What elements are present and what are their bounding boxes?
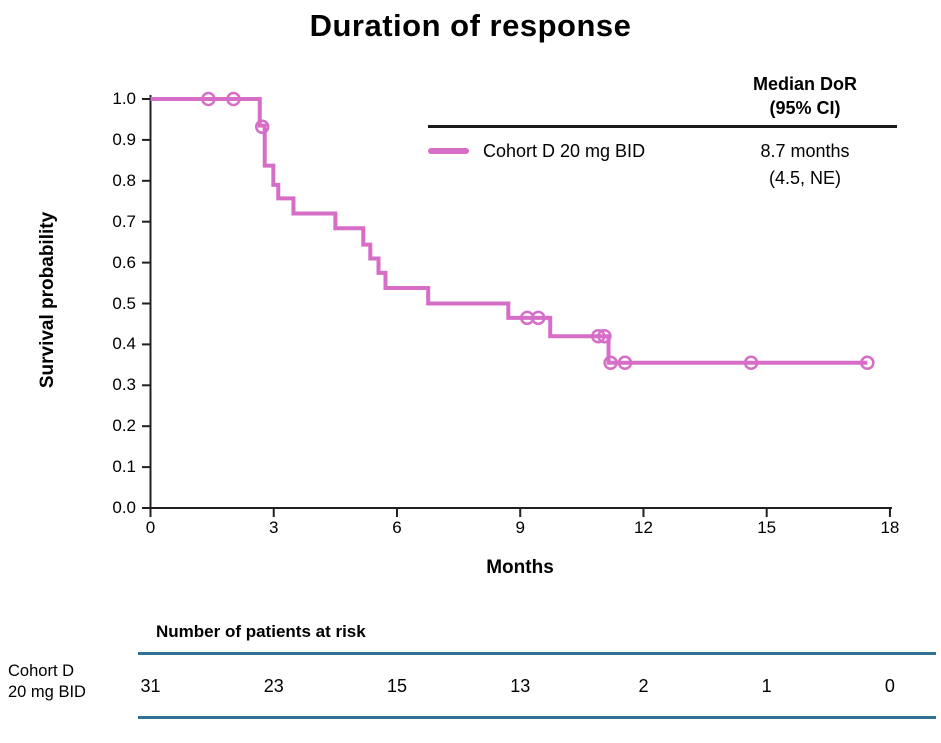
- series-label: Cohort D 20 mg BID: [483, 141, 646, 161]
- median-dor-value: 8.7 months: [760, 141, 850, 161]
- x-tick-label: 9: [515, 518, 525, 537]
- legend-header: Median DoR (95% CI): [715, 72, 895, 120]
- legend-header-line1: Median DoR: [752, 74, 857, 94]
- chart-title: Duration of response: [309, 8, 632, 43]
- y-tick-label: 0.2: [112, 416, 136, 436]
- y-tick-label: 0.1: [112, 457, 136, 477]
- censor-marker: [603, 355, 618, 371]
- risk-count: 15: [386, 676, 407, 696]
- censor-marker: [860, 355, 875, 371]
- risk-count: 23: [263, 676, 284, 696]
- y-tick-label: 0.8: [112, 170, 136, 190]
- y-tick-label: 0.9: [112, 129, 136, 149]
- risk-row-label-line2: 20 mg BID: [8, 683, 86, 701]
- risk-count: 2: [638, 676, 649, 696]
- risk-table-header: Number of patients at risk: [156, 622, 366, 641]
- legend-divider-line: [428, 125, 897, 128]
- x-tick-label: 15: [757, 518, 777, 537]
- censor-marker: [226, 91, 241, 107]
- risk-count: 0: [884, 676, 895, 696]
- risk-count: 1: [761, 676, 772, 696]
- km-plot: [142, 91, 892, 517]
- y-tick-label: 0.4: [112, 334, 136, 354]
- legend-header-line2: (95% CI): [769, 98, 841, 118]
- x-tick-label: 6: [392, 518, 402, 537]
- y-tick-label: 0.3: [112, 375, 136, 395]
- x-tick-label: 0: [145, 518, 156, 537]
- risk-table-rule-top: [138, 652, 936, 655]
- censor-marker: [597, 328, 612, 344]
- censor-marker: [254, 119, 270, 135]
- censor-marker: [591, 328, 606, 344]
- x-axis-title: Months: [486, 557, 554, 578]
- series-line-swatch: [428, 148, 469, 154]
- y-tick-label: 1.0: [112, 89, 136, 108]
- median-dor-ci: (4.5, NE): [768, 168, 842, 188]
- censor-marker: [617, 355, 633, 371]
- censor-marker: [743, 355, 759, 371]
- y-tick-label: 0.7: [112, 211, 136, 231]
- y-axis-title: Survival probability: [37, 211, 58, 389]
- risk-table-rule-bottom: [138, 716, 936, 719]
- x-tick-label: 12: [633, 518, 653, 537]
- censor-marker: [531, 310, 546, 326]
- y-tick-label: 0.5: [112, 293, 136, 313]
- x-tick-label: 3: [269, 518, 279, 537]
- km-curve: [150, 97, 868, 365]
- y-tick-label: 0.0: [112, 498, 136, 517]
- risk-count: 31: [140, 676, 161, 696]
- censor-marker: [201, 91, 216, 107]
- x-tick-label: 18: [880, 518, 900, 537]
- y-tick-label: 0.6: [112, 252, 136, 272]
- risk-count: 13: [510, 676, 531, 696]
- risk-row-label: Cohort D 20 mg BID: [8, 661, 86, 703]
- risk-row-label-line1: Cohort D: [8, 662, 75, 680]
